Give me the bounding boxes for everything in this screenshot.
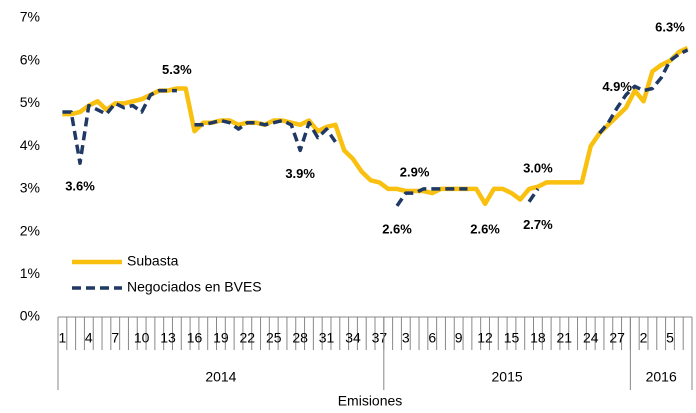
annotation: 3.9%	[285, 166, 315, 181]
series-line	[62, 48, 689, 207]
x-tick-label: 5	[666, 330, 674, 346]
legend-label: Subasta	[127, 253, 179, 269]
annotation: 2.6%	[382, 221, 412, 236]
annotation: 3.0%	[523, 160, 553, 175]
y-tick-label: 2%	[20, 222, 40, 238]
annotation: 5.3%	[162, 62, 192, 77]
x-tick-label: 34	[345, 330, 361, 346]
annotation: 4.9%	[602, 79, 632, 94]
legend-label: Negociados en BVES	[127, 279, 262, 295]
year-label: 2014	[205, 369, 236, 385]
x-axis-title: Emisiones	[338, 393, 403, 409]
x-tick-label: 13	[160, 330, 176, 346]
annotation: 2.7%	[523, 217, 553, 232]
x-tick-label: 16	[187, 330, 203, 346]
x-tick-label: 4	[85, 330, 93, 346]
annotation: 2.9%	[400, 165, 430, 180]
x-tick-label: 31	[319, 330, 335, 346]
x-tick-label: 28	[292, 330, 308, 346]
x-tick-label: 37	[372, 330, 388, 346]
y-tick-label: 1%	[20, 265, 40, 281]
x-tick-label: 12	[477, 330, 493, 346]
x-tick-label: 24	[583, 330, 599, 346]
x-tick-label: 9	[455, 330, 463, 346]
y-tick-label: 0%	[20, 308, 40, 324]
x-tick-label: 27	[609, 330, 625, 346]
x-tick-label: 15	[504, 330, 520, 346]
x-tick-label: 18	[530, 330, 546, 346]
x-tick-label: 21	[557, 330, 573, 346]
y-tick-label: 3%	[20, 180, 40, 196]
series-line	[62, 45, 689, 207]
annotation: 6.3%	[655, 19, 685, 34]
y-tick-label: 4%	[20, 137, 40, 153]
x-tick-label: 6	[428, 330, 436, 346]
x-tick-label: 2	[640, 330, 648, 346]
x-tick-label: 22	[240, 330, 256, 346]
x-tick-label: 1	[59, 330, 67, 346]
x-tick-label: 19	[213, 330, 229, 346]
x-tick-label: 3	[402, 330, 410, 346]
x-tick-label: 25	[266, 330, 282, 346]
annotation: 3.6%	[65, 179, 95, 194]
y-tick-label: 5%	[20, 94, 40, 110]
y-tick-label: 6%	[20, 51, 40, 67]
x-tick-label: 7	[111, 330, 119, 346]
year-label: 2015	[492, 369, 523, 385]
annotation: 2.6%	[470, 221, 500, 236]
x-tick-label: 10	[134, 330, 150, 346]
y-tick-label: 7%	[20, 9, 40, 25]
year-label: 2016	[646, 369, 677, 385]
